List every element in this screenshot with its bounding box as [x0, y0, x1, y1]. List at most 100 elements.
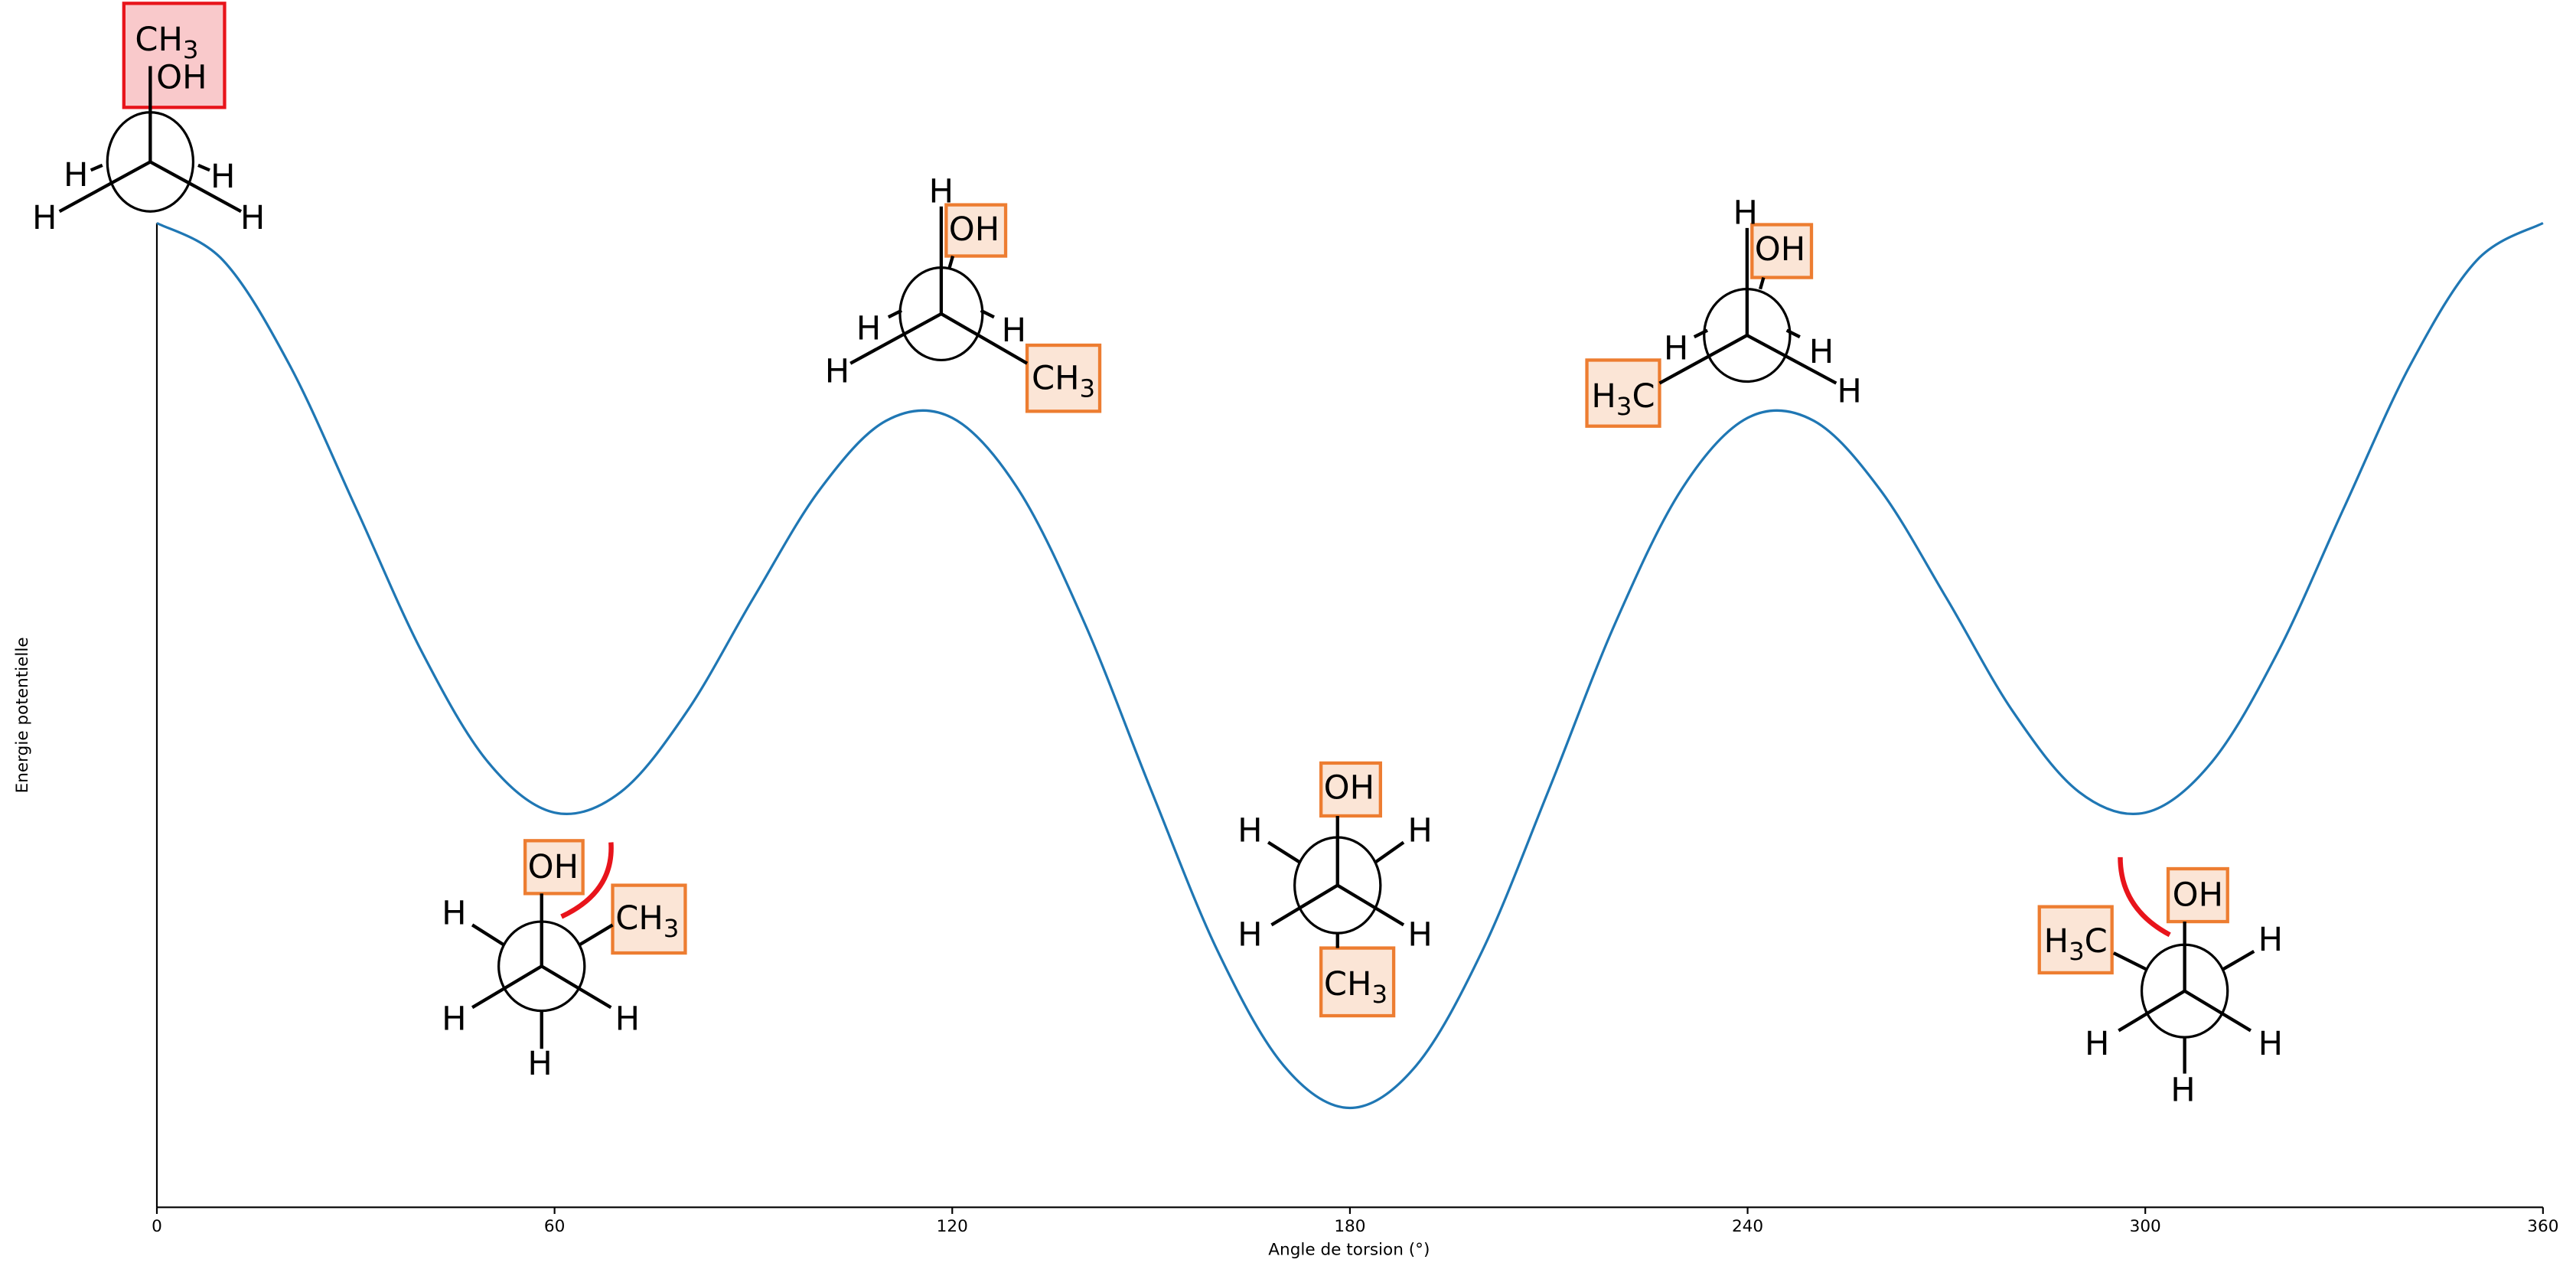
label-box: [1319, 946, 1396, 1018]
atom-label: H: [1237, 811, 1262, 850]
atom-label-part: C: [1324, 965, 1347, 1003]
atom-label-part: 3: [2069, 937, 2085, 966]
atom-label: H: [1237, 915, 1262, 954]
atom-label: OH: [1324, 768, 1374, 807]
label-box: [944, 203, 1008, 258]
atom-label: OH: [2173, 876, 2223, 914]
atom-label: H: [442, 894, 466, 932]
bond: [197, 163, 210, 172]
x-tick-label: 180: [1334, 1217, 1365, 1236]
atom-label-part: H: [1347, 965, 1371, 1003]
back-carbon: [497, 920, 586, 1013]
atom-label-part: H: [64, 155, 88, 194]
bond: [90, 163, 103, 172]
back-carbon: [1293, 836, 1382, 935]
atom-label: H: [240, 199, 265, 237]
x-tick-label: 120: [937, 1217, 968, 1236]
atom-label: OH: [528, 848, 579, 886]
bond: [58, 160, 152, 214]
back-carbon: [898, 266, 984, 362]
x-tick-label: 60: [544, 1217, 565, 1236]
bond: [947, 255, 955, 269]
atom-label-part: H: [1664, 329, 1688, 367]
atom-label: H: [929, 172, 954, 210]
atom-label: H: [1407, 811, 1432, 850]
atom-label-part: H: [2199, 876, 2223, 914]
label-box: [1025, 343, 1102, 413]
x-tick-label: 240: [1732, 1217, 1763, 1236]
atom-label: H: [2170, 1071, 2195, 1109]
atom-label-part: H: [1809, 332, 1834, 370]
atom-label-part: H: [442, 894, 466, 932]
atom-label: H: [1664, 329, 1688, 367]
atom-label: OH: [156, 58, 207, 96]
atom-label-part: O: [1324, 768, 1350, 807]
atom-label-part: O: [949, 210, 975, 249]
atom-label: H: [1407, 915, 1432, 954]
atom-label-part: O: [2173, 876, 2199, 914]
atom-label-part: H: [1237, 915, 1262, 954]
bond: [1746, 334, 1837, 385]
atom-label-part: H: [32, 199, 57, 237]
label-box: [2166, 866, 2229, 924]
atom-label-part: H: [2258, 920, 2283, 958]
y-axis-label: Energie potentielle: [13, 637, 32, 793]
atom-label-part: H: [1407, 811, 1432, 850]
atom-label-part: H: [1837, 372, 1861, 410]
atom-label-part: H: [1407, 915, 1432, 954]
atom-label-part: H: [615, 1000, 640, 1038]
atom-label: H: [825, 352, 849, 390]
bond: [2118, 989, 2186, 1033]
atom-label-part: H: [442, 1000, 466, 1038]
steric-arc: [560, 842, 614, 919]
atom-label-part: H: [2085, 1024, 2109, 1062]
atom-label: H: [442, 1000, 466, 1038]
x-tick-label: 300: [2130, 1217, 2161, 1236]
label-box: [611, 883, 687, 955]
x-tick-label: 0: [152, 1217, 162, 1236]
atom-label-part: H: [158, 21, 182, 59]
atom-label-part: C: [2085, 922, 2108, 961]
label-box: [122, 2, 227, 109]
bond: [1658, 334, 1748, 385]
atom-label-part: H: [638, 899, 663, 937]
label-box: [1585, 358, 1661, 428]
back-carbon: [106, 111, 195, 213]
atom-label: H: [32, 199, 57, 237]
atom-label: H: [1809, 332, 1834, 370]
atom-label-part: H: [825, 352, 849, 390]
atom-label-part: H: [975, 210, 999, 249]
atom-label-part: H: [240, 199, 265, 237]
atom-label: H: [64, 155, 88, 194]
atom-label: CH3: [1324, 965, 1387, 1009]
bond: [149, 160, 243, 214]
atom-label-part: H: [2044, 922, 2069, 961]
label-box: [2037, 905, 2114, 975]
atom-label-part: C: [615, 899, 638, 937]
atom-label-part: O: [1755, 230, 1781, 269]
atom-label: H: [1733, 194, 1757, 232]
atom-label-part: 3: [1371, 980, 1387, 1009]
atom-label: H: [2258, 920, 2283, 958]
bond: [1759, 276, 1766, 290]
atom-label-part: H: [182, 58, 207, 96]
atom-label: H: [527, 1044, 552, 1082]
atom-label: H: [2085, 1024, 2109, 1062]
atom-label-part: H: [1002, 311, 1026, 349]
back-carbon: [2140, 943, 2229, 1039]
atom-label: CH3: [135, 21, 198, 64]
bond: [1270, 883, 1339, 927]
atom-label: OH: [1755, 230, 1805, 269]
atom-label-part: H: [1237, 811, 1262, 850]
atom-label-part: H: [2258, 1024, 2283, 1062]
atom-label-part: H: [554, 848, 579, 886]
atom-label-part: H: [1055, 359, 1079, 397]
atom-label-part: H: [1733, 194, 1757, 232]
bond: [471, 923, 505, 947]
